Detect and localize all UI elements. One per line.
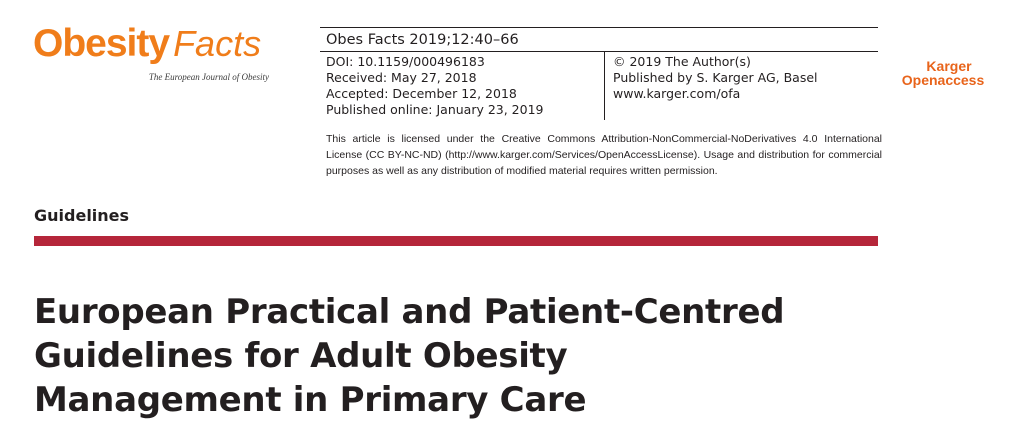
metadata-top-rule	[320, 27, 878, 28]
published-date: Published online: January 23, 2019	[326, 102, 544, 117]
obesity-facts-logo: Obesity Facts The European Journal of Obe…	[33, 24, 273, 94]
karger-logo-top: Karger	[926, 58, 972, 74]
logo-subtitle: The European Journal of Obesity	[148, 72, 269, 82]
journal-reference: Obes Facts 2019;12:40–66	[326, 32, 519, 48]
received-date: Received: May 27, 2018	[326, 70, 477, 85]
license-notice: This article is licensed under the Creat…	[326, 133, 882, 177]
doi-link[interactable]: DOI: 10.1159/000496183	[326, 54, 485, 69]
logo-word: Obesity	[33, 22, 170, 65]
journal-url-link[interactable]: www.karger.com/ofa	[613, 86, 741, 101]
publisher: Published by S. Karger AG, Basel	[613, 70, 818, 85]
section-divider-band	[34, 236, 878, 246]
accepted-date: Accepted: December 12, 2018	[326, 86, 517, 101]
copyright-block: © 2019 The Author(s) Published by S. Kar…	[605, 52, 818, 120]
karger-logo-open: Open	[901, 72, 938, 88]
karger-open-access-logo: Karger Openaccess	[887, 58, 999, 88]
article-metadata: Obes Facts 2019;12:40–66 DOI: 10.1159/00…	[320, 27, 878, 120]
karger-logo-access: access	[937, 72, 985, 88]
article-title: European Practical and Patient-Centred G…	[34, 292, 785, 420]
logo-script: Facts	[173, 23, 262, 64]
article-dates: DOI: 10.1159/000496183 Received: May 27,…	[320, 52, 605, 120]
copyright: © 2019 The Author(s)	[613, 54, 751, 69]
metadata-middle-rule	[320, 51, 878, 52]
section-label: Guidelines	[34, 206, 130, 225]
